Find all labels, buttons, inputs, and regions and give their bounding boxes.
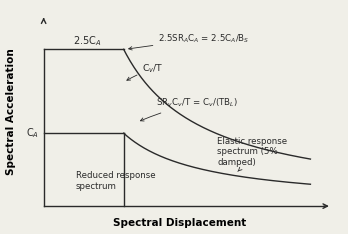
Text: C$_A$: C$_A$ bbox=[26, 126, 39, 140]
Y-axis label: Spectral Acceleration: Spectral Acceleration bbox=[6, 48, 16, 175]
Text: 2.5SR$_A$C$_A$ = 2.5C$_A$/B$_S$: 2.5SR$_A$C$_A$ = 2.5C$_A$/B$_S$ bbox=[129, 32, 250, 50]
Text: Elastic response
spectrum (5%
damped): Elastic response spectrum (5% damped) bbox=[217, 137, 287, 171]
Text: Reduced response
spectrum: Reduced response spectrum bbox=[76, 172, 155, 191]
Text: 2.5C$_A$: 2.5C$_A$ bbox=[73, 34, 102, 48]
X-axis label: Spectral Displacement: Spectral Displacement bbox=[113, 219, 246, 228]
Text: SR$_v$C$_v$/T = C$_v$/(TB$_L$): SR$_v$C$_v$/T = C$_v$/(TB$_L$) bbox=[140, 97, 238, 121]
Text: C$_v$/T: C$_v$/T bbox=[127, 62, 164, 80]
